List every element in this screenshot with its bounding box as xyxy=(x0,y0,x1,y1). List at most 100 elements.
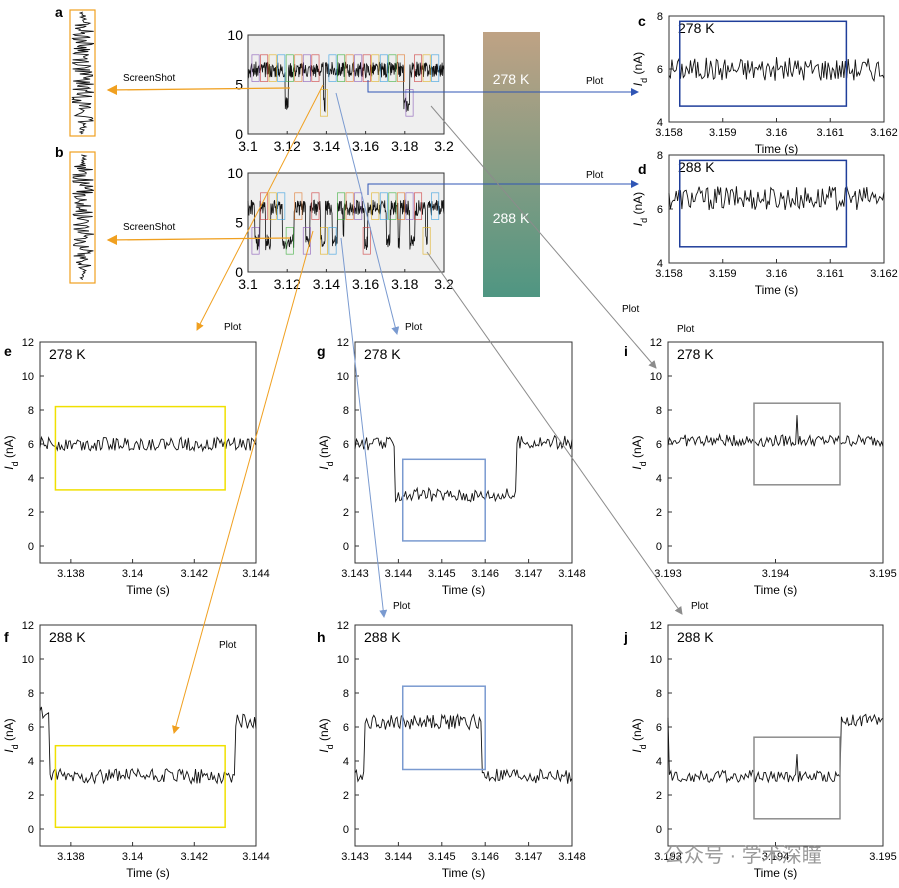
overview-y-tick-overview_288: 10 xyxy=(227,165,243,181)
x-tick-label-f: 3.138 xyxy=(57,851,85,863)
overview-segment-box-overview_288 xyxy=(414,192,423,220)
panel-letter-c: c xyxy=(638,13,646,29)
x-axis-label-f: Time (s) xyxy=(126,866,170,880)
x-axis-label-j: Time (s) xyxy=(754,866,798,880)
overview-segment-box-overview_288 xyxy=(337,192,346,220)
screenshot-label-a: ScreenShot xyxy=(123,73,175,84)
overview-segment-box-overview_278 xyxy=(251,54,260,82)
panel-j: j 0 2 4 6 8 10 12 3.193 3.194 3.195 Time (s) Id (nA)… xyxy=(623,620,897,880)
temperature-label-i: 278 K xyxy=(677,346,714,362)
overview-segment-box-overview_278 xyxy=(371,54,380,82)
x-tick-label-j: 3.195 xyxy=(869,851,897,863)
plot-frame-i xyxy=(667,341,884,564)
overview-x-tick-overview_278: 3.1 xyxy=(238,138,258,154)
x-tick-label-d: 3.161 xyxy=(816,268,844,280)
panel-letter-e: e xyxy=(4,343,12,359)
plot-label-h: Plot xyxy=(393,601,410,612)
panel-letter-b: b xyxy=(55,144,64,160)
highlight-box-e xyxy=(54,405,226,491)
highlight-box-f xyxy=(54,744,226,829)
overview-segment-box-overview_278 xyxy=(328,54,337,82)
overview-x-tick-overview_278: 3.2 xyxy=(434,138,454,154)
plot-frame-c xyxy=(668,15,885,123)
overview-segment-box-overview_288 xyxy=(311,192,320,220)
y-axis-label-g: Id (nA) xyxy=(317,435,335,469)
panel-letter-h: h xyxy=(317,629,326,645)
zoom-trace-b xyxy=(72,154,94,281)
overview-x-tick-overview_288: 3.2 xyxy=(434,276,454,292)
screenshot-trace-a xyxy=(71,11,95,135)
arrow-plot-d xyxy=(367,180,639,195)
overview-segment-box-overview_278 xyxy=(311,54,320,82)
overview-segment-box-overview_278 xyxy=(422,54,431,82)
temperature-label-f: 288 K xyxy=(49,629,86,645)
y-tick-label-c: 4 xyxy=(657,117,663,129)
zoom-trace-a xyxy=(71,11,95,135)
overview-x-tick-overview_288: 3.12 xyxy=(274,276,301,292)
overview-x-tick-overview_288: 3.18 xyxy=(391,276,418,292)
x-tick-label-c: 3.16 xyxy=(766,127,787,139)
x-tick-label-i: 3.195 xyxy=(869,568,897,580)
overview-x-tick-overview_278: 3.18 xyxy=(391,138,418,154)
watermark-text: 公众号 · 学术深瞳 xyxy=(664,844,822,867)
arrow-plot-e xyxy=(196,84,324,331)
data-trace-e xyxy=(39,435,257,453)
y-tick-label-d: 6 xyxy=(657,204,663,216)
panel-i: i 0 2 4 6 8 10 12 3.193 3.194 3.195 Time (s) Id (nA)… xyxy=(624,337,897,597)
y-tick-label-e: 8 xyxy=(28,405,34,417)
temperature-label-h: 288 K xyxy=(364,629,401,645)
y-tick-label-j: 2 xyxy=(656,790,662,802)
screenshot-frame-b xyxy=(69,151,96,284)
panel-d: d 4 6 8 3.158 3.159 3.16 3.161 3.162 Time (s) Id (… xyxy=(631,150,898,297)
y-tick-label-e: 2 xyxy=(28,507,34,519)
gradient-label-288: 288 K xyxy=(493,210,530,226)
data-trace-i xyxy=(667,415,884,448)
x-tick-label-f: 3.142 xyxy=(181,851,209,863)
screenshot-trace-b xyxy=(72,154,94,281)
overview-segment-box-overview_278 xyxy=(405,89,414,117)
overview-x-tick-overview_288: 3.16 xyxy=(352,276,379,292)
y-tick-label-i: 6 xyxy=(656,439,662,451)
y-tick-label-e: 12 xyxy=(22,337,34,349)
overview-plot-278k: 0 5 10 3.1 3.12 3.14 3.16 3.18 3.2 xyxy=(227,27,454,154)
y-tick-label-f: 8 xyxy=(28,688,34,700)
y-tick-label-g: 2 xyxy=(343,507,349,519)
panel-letter-d: d xyxy=(638,161,647,177)
x-tick-label-d: 3.16 xyxy=(766,268,787,280)
overview-x-tick-overview_288: 3.1 xyxy=(238,276,258,292)
y-tick-label-f: 0 xyxy=(28,824,34,836)
overview-segment-box-overview_288 xyxy=(396,192,405,220)
plot-frame-d xyxy=(668,154,885,264)
arrow-plot-c xyxy=(367,80,639,96)
arrow-screenshot-a xyxy=(106,84,291,96)
gradient-rect xyxy=(483,32,540,297)
y-tick-label-j: 4 xyxy=(656,756,662,768)
temperature-gradient-bar: 278 K 288 K xyxy=(483,32,540,297)
screenshot-label-b: ScreenShot xyxy=(123,222,175,233)
y-tick-label-h: 4 xyxy=(343,756,349,768)
overview-segment-box-overview_288 xyxy=(405,192,414,220)
arrow-plot-j xyxy=(426,251,683,615)
overview-y-tick-overview_278: 5 xyxy=(235,77,243,93)
overview-x-tick-overview_288: 3.14 xyxy=(313,276,340,292)
y-axis-label-i: Id (nA) xyxy=(630,435,648,469)
y-tick-label-f: 2 xyxy=(28,790,34,802)
y-tick-label-g: 4 xyxy=(343,473,349,485)
x-tick-label-d: 3.159 xyxy=(709,268,737,280)
y-axis-label-j: Id (nA) xyxy=(630,718,648,752)
overview-segment-box-overview_278 xyxy=(319,89,328,117)
panel-b: b xyxy=(55,144,96,284)
highlight-box-i xyxy=(753,402,841,486)
x-tick-label-d: 3.162 xyxy=(870,268,898,280)
y-tick-label-c: 8 xyxy=(657,11,663,23)
y-tick-label-e: 4 xyxy=(28,473,34,485)
y-tick-label-e: 10 xyxy=(22,371,34,383)
panel-letter-a: a xyxy=(55,4,63,20)
overview-segment-box-overview_278 xyxy=(354,54,363,82)
overview-segment-box-overview_288 xyxy=(371,192,380,220)
plot-frame-h xyxy=(354,624,573,847)
x-tick-label-c: 3.162 xyxy=(870,127,898,139)
panel-f: f 0 2 4 6 8 10 12 3.138 3.14 3.142 3.144 Time (s) Id … xyxy=(2,620,270,880)
overview-segment-box-overview_288 xyxy=(362,227,371,255)
overview-plot-288k: 0 5 10 3.1 3.12 3.14 3.16 3.18 3.2 xyxy=(227,165,454,292)
